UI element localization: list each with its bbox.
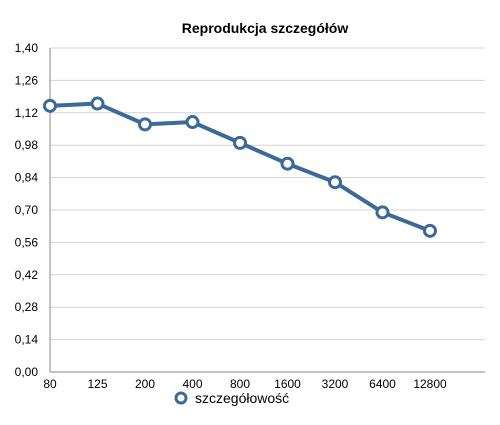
data-point [90, 96, 105, 111]
data-point [43, 98, 57, 113]
y-tick-label: 0,00 [15, 365, 39, 379]
data-point [280, 156, 295, 171]
y-tick-label: 0,84 [15, 171, 39, 185]
x-tick-label: 12800 [413, 377, 447, 391]
legend-marker [174, 391, 188, 405]
data-point [423, 223, 437, 238]
y-tick-label: 1,26 [15, 73, 39, 87]
y-tick-label: 0,56 [15, 235, 39, 249]
y-tick-label: 1,40 [15, 41, 39, 55]
y-tick-label: 1,12 [15, 106, 39, 120]
x-tick-label: 125 [87, 377, 107, 391]
y-tick-labels: 0,00 0,14 0,28 0,42 0,56 0,70 0,84 0,98 1,12 1,26… [15, 41, 39, 379]
y-tick-label: 0,70 [15, 203, 39, 217]
x-tick-label: 800 [230, 377, 250, 391]
data-point [138, 117, 152, 132]
y-tick-label: 0,42 [15, 268, 39, 282]
data-point [328, 175, 342, 190]
data-point [185, 115, 200, 130]
data-point [375, 205, 390, 220]
legend: szczegółowość [174, 390, 289, 406]
y-tick-label: 0,14 [15, 333, 39, 347]
series-layer [43, 96, 437, 238]
x-tick-labels: 80 125 200 400 800 1600 3200 6400 12800 [43, 377, 447, 391]
y-tick-label: 0,28 [15, 300, 39, 314]
x-tick-label: 3200 [322, 377, 349, 391]
x-tick-label: 80 [43, 377, 57, 391]
legend-label: szczegółowość [195, 390, 289, 406]
x-tick-label: 6400 [369, 377, 396, 391]
y-tick-label: 0,98 [15, 138, 39, 152]
chart-title: Reprodukcja szczegółów [182, 20, 349, 36]
series-line [48, 101, 432, 233]
gridlines [50, 47, 485, 341]
x-tick-label: 400 [182, 377, 202, 391]
x-tick-label: 1600 [274, 377, 301, 391]
data-point [233, 135, 247, 150]
x-tick-label: 200 [135, 377, 155, 391]
